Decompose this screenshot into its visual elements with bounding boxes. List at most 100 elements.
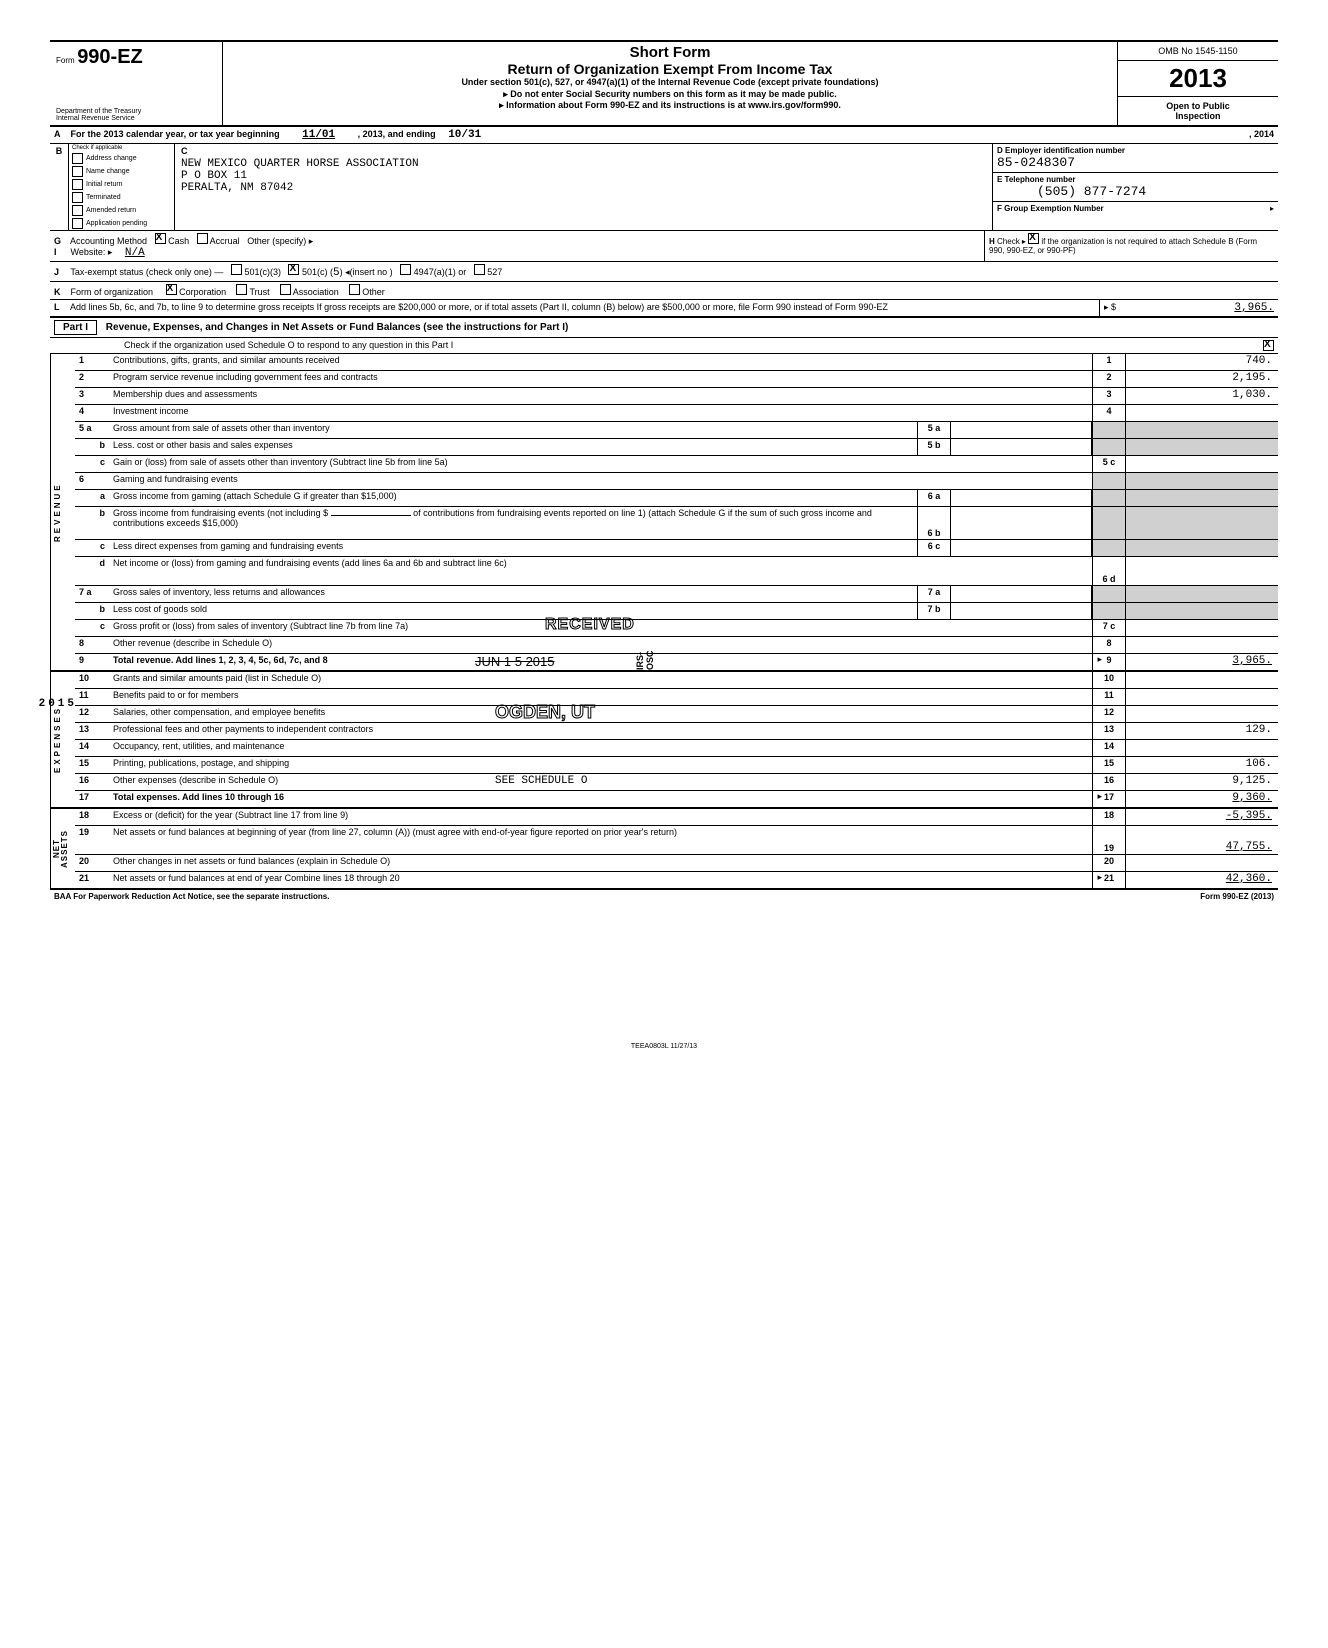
check-name[interactable]: Name change — [69, 165, 174, 178]
tax-year-begin: 11/01 — [282, 129, 355, 141]
see-schedule-o: SEE SCHEDULE O — [495, 775, 587, 787]
check-amended[interactable]: Amended return — [69, 204, 174, 217]
line-a: A For the 2013 calendar year, or tax yea… — [50, 127, 1278, 144]
amt-18: -5,395. — [1126, 809, 1278, 825]
omb-number: OMB No 1545-1150 — [1118, 42, 1278, 61]
tax-year-end: 10/31 — [438, 129, 491, 141]
col-b-label: B — [50, 144, 69, 230]
dept-text: Department of the Treasury Internal Reve… — [56, 108, 141, 123]
date-stamp: JUN 1 5 2015 — [475, 654, 555, 669]
form-number: 990-EZ — [77, 46, 143, 68]
line-11: 11 Benefits paid to or for members 11 — [75, 689, 1278, 706]
col-de: D Employer identification number 85-0248… — [993, 144, 1278, 230]
amt-17: 9,360. — [1126, 791, 1278, 807]
tax-year: 2013 — [1118, 61, 1278, 97]
subtitle-3: ▸ Information about Form 990-EZ and its … — [229, 100, 1111, 112]
line-1: 1 Contributions, gifts, grants, and simi… — [75, 354, 1278, 371]
org-name: NEW MEXICO QUARTER HORSE ASSOCIATION — [181, 158, 419, 170]
check-trust[interactable] — [236, 284, 247, 295]
expenses-label: EXPENSES — [50, 672, 75, 807]
phone: (505) 877-7274 — [997, 184, 1146, 199]
col-c: C NEW MEXICO QUARTER HORSE ASSOCIATION P… — [175, 144, 993, 230]
line-8: 8 Other revenue (describe in Schedule O)… — [75, 637, 1278, 654]
check-4947[interactable] — [400, 264, 411, 275]
amt-6d — [1126, 557, 1278, 585]
l-letter: L — [54, 302, 68, 312]
check-h[interactable] — [1028, 233, 1039, 244]
footer-left: BAA For Paperwork Reduction Act Notice, … — [54, 892, 329, 901]
header-right: OMB No 1545-1150 2013 Open to Public Ins… — [1117, 42, 1278, 125]
footer-stamp: TEEA0803L 11/27/13 — [50, 903, 1278, 1050]
line-4: 4 Investment income 4 — [75, 405, 1278, 422]
check-accrual[interactable] — [197, 233, 208, 244]
line-14: 14 Occupancy, rent, utilities, and maint… — [75, 740, 1278, 757]
col-c-label: C — [181, 146, 188, 156]
line-13: 13 Professional fees and other payments … — [75, 723, 1278, 740]
line-7c: c Gross profit or (loss) from sales of i… — [75, 620, 1278, 637]
h-text1: Check ▸ — [997, 237, 1026, 246]
ogden-stamp: OGDEN, UT — [495, 702, 595, 723]
expenses-lines: 10 Grants and similar amounts paid (list… — [75, 672, 1278, 807]
501c-num: 5 — [333, 267, 340, 279]
line-16: 16 Other expenses (describe in Schedule … — [75, 774, 1278, 791]
netassets-section: NET ASSETS 18 Excess or (deficit) for th… — [50, 809, 1278, 890]
row-h: H Check ▸ if the organization is not req… — [985, 231, 1278, 261]
l-arrow: ▸ $ — [1104, 302, 1116, 313]
i-letter: I — [54, 247, 68, 257]
expenses-section: EXPENSES 10 Grants and similar amounts p… — [50, 672, 1278, 809]
line-20: 20 Other changes in net assets or fund b… — [75, 855, 1278, 872]
check-other[interactable] — [349, 284, 360, 295]
check-corp[interactable] — [166, 284, 177, 295]
line-2: 2 Program service revenue including gove… — [75, 371, 1278, 388]
check-501c3[interactable] — [231, 264, 242, 275]
e-label: E Telephone number — [997, 175, 1076, 184]
check-sched-o[interactable] — [1263, 340, 1274, 351]
line-21: 21 Net assets or fund balances at end of… — [75, 872, 1278, 888]
website: N/A — [115, 247, 155, 259]
line-5c: c Gain or (loss) from sale of assets oth… — [75, 456, 1278, 473]
j-text: Tax-exempt status (check only one) — — [70, 267, 223, 277]
sched-o-text: Check if the organization used Schedule … — [54, 340, 453, 351]
footer-row: BAA For Paperwork Reduction Act Notice, … — [50, 890, 1278, 903]
irs-code: IRS-OSC — [635, 646, 655, 670]
check-501c[interactable] — [288, 264, 299, 275]
open-public: Open to Public — [1166, 101, 1230, 111]
line-9: 9 Total revenue. Add lines 1, 2, 3, 4, 5… — [75, 654, 1278, 670]
line-a-prefix: For the 2013 calendar year, or tax year … — [71, 129, 280, 139]
title-short-form: Short Form — [229, 44, 1111, 61]
check-pending[interactable]: Application pending — [69, 217, 174, 230]
row-j: J Tax-exempt status (check only one) — 5… — [50, 262, 1278, 282]
amt-5c — [1126, 456, 1278, 472]
line-7b: b Less cost of goods sold 7 b — [75, 603, 1278, 620]
amt-7c — [1126, 620, 1278, 636]
f-arrow: ▸ — [1270, 204, 1274, 213]
amt-3: 1,030. — [1126, 388, 1278, 404]
subtitle-1: Under section 501(c), 527, or 4947(a)(1)… — [229, 77, 1111, 89]
form-990ez: Form 990-EZ Department of the Treasury I… — [50, 40, 1278, 903]
amt-19: 47,755. — [1126, 826, 1278, 854]
check-initial[interactable]: Initial return — [69, 178, 174, 191]
check-address[interactable]: Address change — [69, 152, 174, 165]
amt-10 — [1126, 672, 1278, 688]
header-row: Form 990-EZ Department of the Treasury I… — [50, 42, 1278, 127]
line-6c: c Less direct expenses from gaming and f… — [75, 540, 1278, 557]
amt-1: 740. — [1126, 354, 1278, 370]
check-assoc[interactable] — [280, 284, 291, 295]
gross-receipts: 3,965. — [1234, 302, 1274, 314]
check-hint: Check if applicable — [69, 144, 174, 152]
line-18: 18 Excess or (deficit) for the year (Sub… — [75, 809, 1278, 826]
g-text: Accounting Method — [70, 236, 147, 246]
row-l: L Add lines 5b, 6c, and 7b, to line 9 to… — [50, 300, 1278, 318]
check-terminated[interactable]: Terminated — [69, 191, 174, 204]
amt-14 — [1126, 740, 1278, 756]
h-letter: H — [989, 237, 995, 246]
check-527[interactable] — [474, 264, 485, 275]
f-label: F Group Exemption Number — [997, 204, 1104, 213]
check-cash[interactable] — [155, 233, 166, 244]
line-17: 17 Total expenses. Add lines 10 through … — [75, 791, 1278, 807]
form-prefix: Form — [56, 56, 75, 65]
line-15: 15 Printing, publications, postage, and … — [75, 757, 1278, 774]
row-d: D Employer identification number 85-0248… — [993, 144, 1278, 173]
line-6a: a Gross income from gaming (attach Sched… — [75, 490, 1278, 507]
org-addr2: PERALTA, NM 87042 — [181, 182, 293, 194]
